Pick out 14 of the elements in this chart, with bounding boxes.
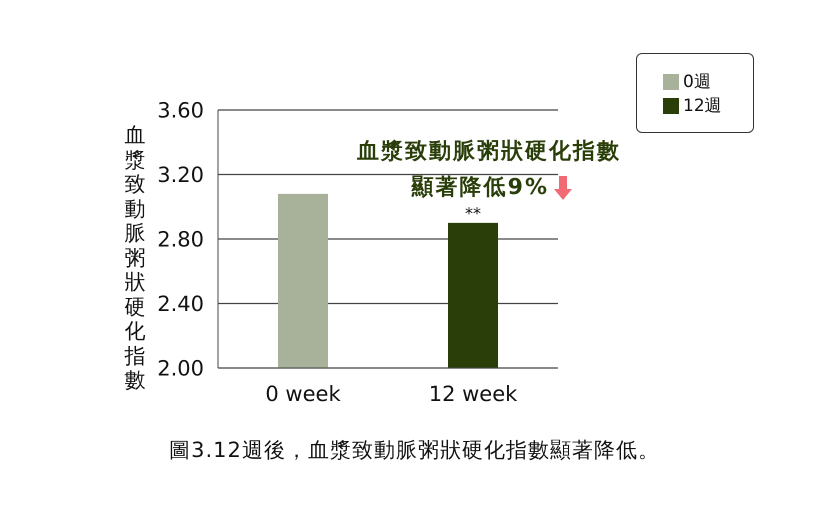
y-tick-label: 3.60 xyxy=(157,98,204,122)
y-tick-label: 2.40 xyxy=(157,292,204,316)
text: 血漿致動脈粥狀硬化指數 xyxy=(124,123,146,392)
legend-label: 0週 xyxy=(683,71,711,94)
y-tick-label: 3.20 xyxy=(157,162,204,187)
annotation: 顯著降低9% xyxy=(412,174,549,202)
annotation: ** xyxy=(465,204,481,223)
y-tick-label: 2.00 xyxy=(157,356,204,380)
x-tick-label: 12 week xyxy=(428,382,518,406)
x-tick-label: 0 week xyxy=(265,382,342,406)
legend-label: 12週 xyxy=(683,95,722,118)
caption: 圖3.12週後，血漿致動脈粥狀硬化指數顯著降低。 xyxy=(168,437,661,464)
y-tick-label: 2.80 xyxy=(157,227,204,252)
y-axis-title: 血漿致動脈粥狀硬化指數 xyxy=(357,138,621,166)
